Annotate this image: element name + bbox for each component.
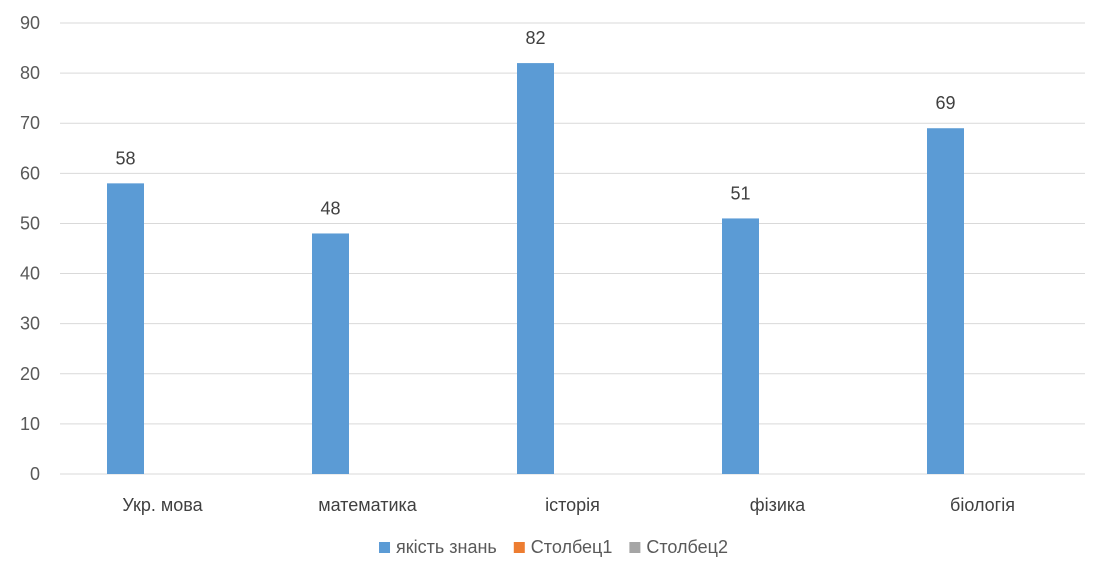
legend-label: якість знань [396, 537, 497, 557]
y-tick-label: 0 [30, 464, 40, 484]
legend: якість знань Столбец1 Столбец2 [379, 537, 728, 557]
data-label: 69 [935, 93, 955, 113]
y-tick-label: 50 [20, 213, 40, 233]
y-tick-label: 70 [20, 113, 40, 133]
data-labels: 58 48 82 51 69 [115, 28, 955, 218]
legend-item: Столбец1 [513, 537, 613, 557]
legend-swatch [629, 542, 641, 553]
legend-swatch [379, 542, 391, 553]
bar-історія [517, 63, 554, 474]
bar-фізика [722, 218, 759, 474]
y-axis-tick-labels: 0 10 20 30 40 50 60 70 80 90 [20, 13, 40, 484]
y-tick-label: 60 [20, 163, 40, 183]
bar-біологія [927, 128, 964, 474]
gridlines [60, 22, 1085, 475]
y-tick-label: 10 [20, 414, 40, 434]
x-category-label: математика [318, 495, 418, 515]
legend-label: Столбец2 [646, 537, 728, 557]
data-label: 51 [730, 183, 750, 203]
data-label: 82 [525, 28, 545, 48]
legend-swatch [513, 542, 525, 553]
bars [107, 63, 964, 474]
legend-label: Столбец1 [531, 537, 613, 557]
data-label: 58 [115, 148, 135, 168]
y-tick-label: 30 [20, 314, 40, 334]
bar-математика [312, 233, 349, 474]
y-tick-label: 80 [20, 63, 40, 83]
x-category-label: історія [545, 495, 600, 515]
bar-Укр. мова [107, 183, 144, 474]
x-category-label: фізика [750, 495, 806, 515]
x-category-label: біологія [950, 495, 1015, 515]
y-tick-label: 40 [20, 264, 40, 284]
x-category-label: Укр. мова [122, 495, 203, 515]
data-label: 48 [320, 198, 340, 218]
y-tick-label: 20 [20, 364, 40, 384]
legend-item: якість знань [379, 537, 497, 557]
y-tick-label: 90 [20, 13, 40, 33]
legend-item: Столбец2 [629, 537, 728, 557]
x-axis-category-labels: Укр. мова математика історія фізика біологія [122, 495, 1015, 515]
